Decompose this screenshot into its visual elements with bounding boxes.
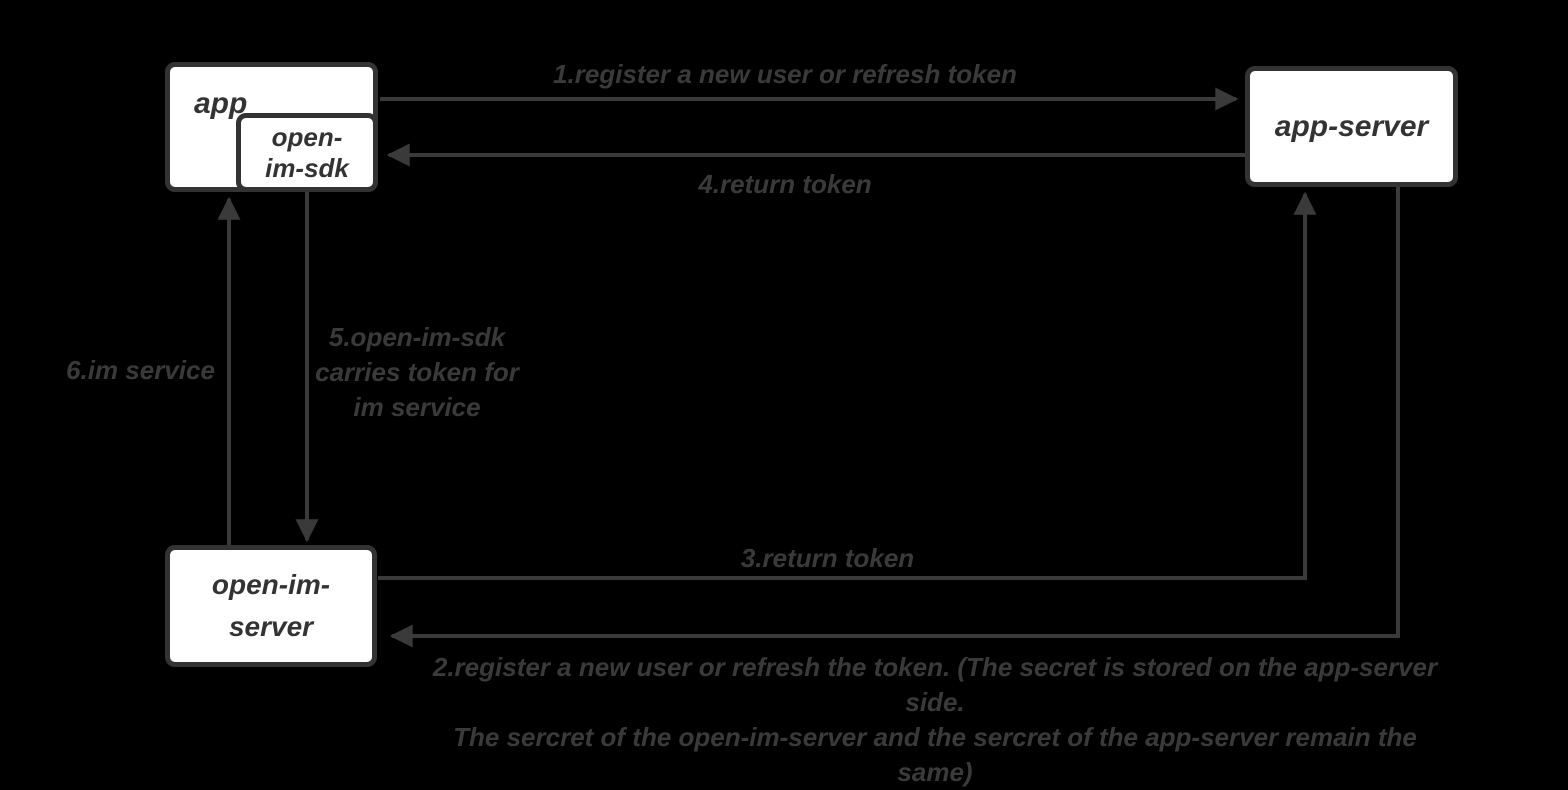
edge-label-5-line2: carries token for xyxy=(315,357,519,387)
edge-label-3-return-token: 3.return token xyxy=(740,543,915,573)
edge-label-5-line1: 5.open-im-sdk xyxy=(328,322,506,352)
diagram-canvas: app open- im-sdk app-server open-im- ser… xyxy=(66,59,1458,787)
node-app-server: app-server xyxy=(1245,66,1458,187)
arrow-3-return-token-to-app-server xyxy=(378,191,1317,580)
arrow-2-register-to-open-im-server xyxy=(389,187,1400,648)
edge-label-2-register: 2.register a new user or refresh the tok… xyxy=(415,650,1455,790)
node-open-im-server: open-im- server xyxy=(165,545,377,667)
edge-label-5-line3: im service xyxy=(353,392,481,422)
node-open-im-server-label-line2: server xyxy=(228,611,314,642)
edge-label-4-return-token: 4.return token xyxy=(698,169,872,199)
node-open-im-sdk: open- im-sdk xyxy=(236,113,378,192)
edge-label-1-register: 1.register a new user or refresh token xyxy=(553,59,1017,89)
edge-label-6-im-service: 6.im service xyxy=(66,355,215,385)
node-open-im-server-label-line1: open-im- xyxy=(211,569,331,600)
edge-label-2-line1: 2.register a new user or refresh the tok… xyxy=(432,652,1438,717)
edge-label-2-line2: The sercret of the open-im-server and th… xyxy=(453,722,1417,787)
node-app-server-label: app-server xyxy=(1274,109,1429,143)
node-open-im-sdk-label-line2: im-sdk xyxy=(265,152,349,183)
node-open-im-sdk-label-line1: open- xyxy=(271,121,343,152)
arrow-layer xyxy=(217,87,1400,648)
edge-label-5-sdk-carries-token: 5.open-im-sdk carries token for im servi… xyxy=(306,320,528,425)
